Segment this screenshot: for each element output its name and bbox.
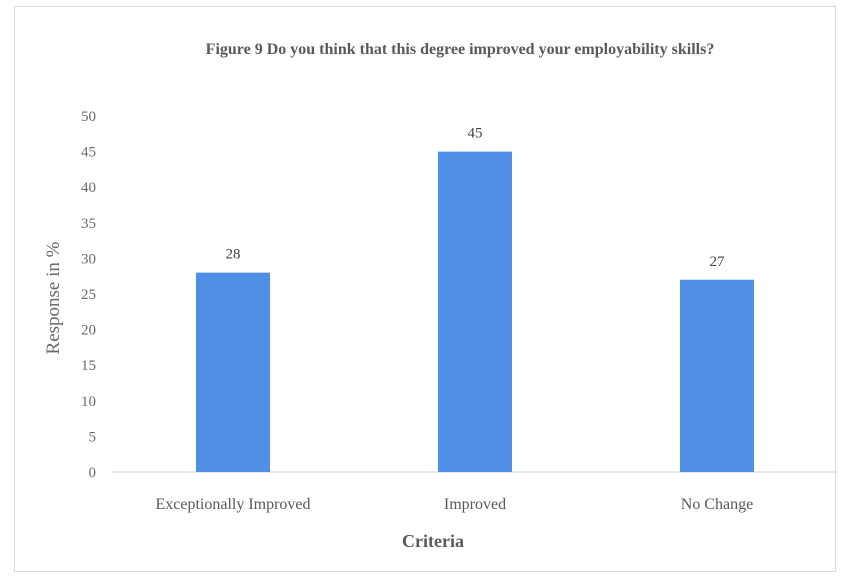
category-label: No Change [681, 496, 753, 513]
y-tick-label: 25 [81, 287, 96, 303]
y-tick-label: 30 [81, 251, 96, 267]
bar [438, 151, 512, 472]
y-axis-ticks: 0 5 10 15 20 25 30 35 40 45 50 [81, 109, 96, 481]
bars-group [196, 151, 754, 472]
bar-value-label: 28 [226, 247, 241, 263]
category-label: Exceptionally Improved [155, 496, 310, 513]
category-label: Improved [444, 496, 506, 513]
y-axis-title: Response in % [43, 241, 64, 354]
y-tick-label: 20 [81, 323, 96, 339]
y-tick-label: 45 [81, 145, 96, 161]
bar-value-label: 27 [710, 254, 726, 270]
y-tick-label: 0 [89, 465, 97, 481]
y-tick-label: 15 [81, 358, 96, 374]
y-tick-label: 50 [81, 109, 96, 125]
category-labels-group: Exceptionally Improved Improved No Change [155, 496, 753, 513]
y-tick-label: 35 [81, 216, 96, 232]
bar [680, 279, 754, 472]
chart-title: Figure 9 Do you think that this degree i… [205, 41, 715, 58]
y-tick-label: 5 [89, 429, 97, 445]
x-axis-title: Criteria [402, 531, 464, 551]
data-labels-group: 28 45 27 [226, 126, 726, 270]
y-tick-label: 10 [81, 394, 96, 410]
y-tick-label: 40 [81, 180, 96, 196]
bar [196, 272, 270, 472]
bar-value-label: 45 [468, 126, 483, 142]
